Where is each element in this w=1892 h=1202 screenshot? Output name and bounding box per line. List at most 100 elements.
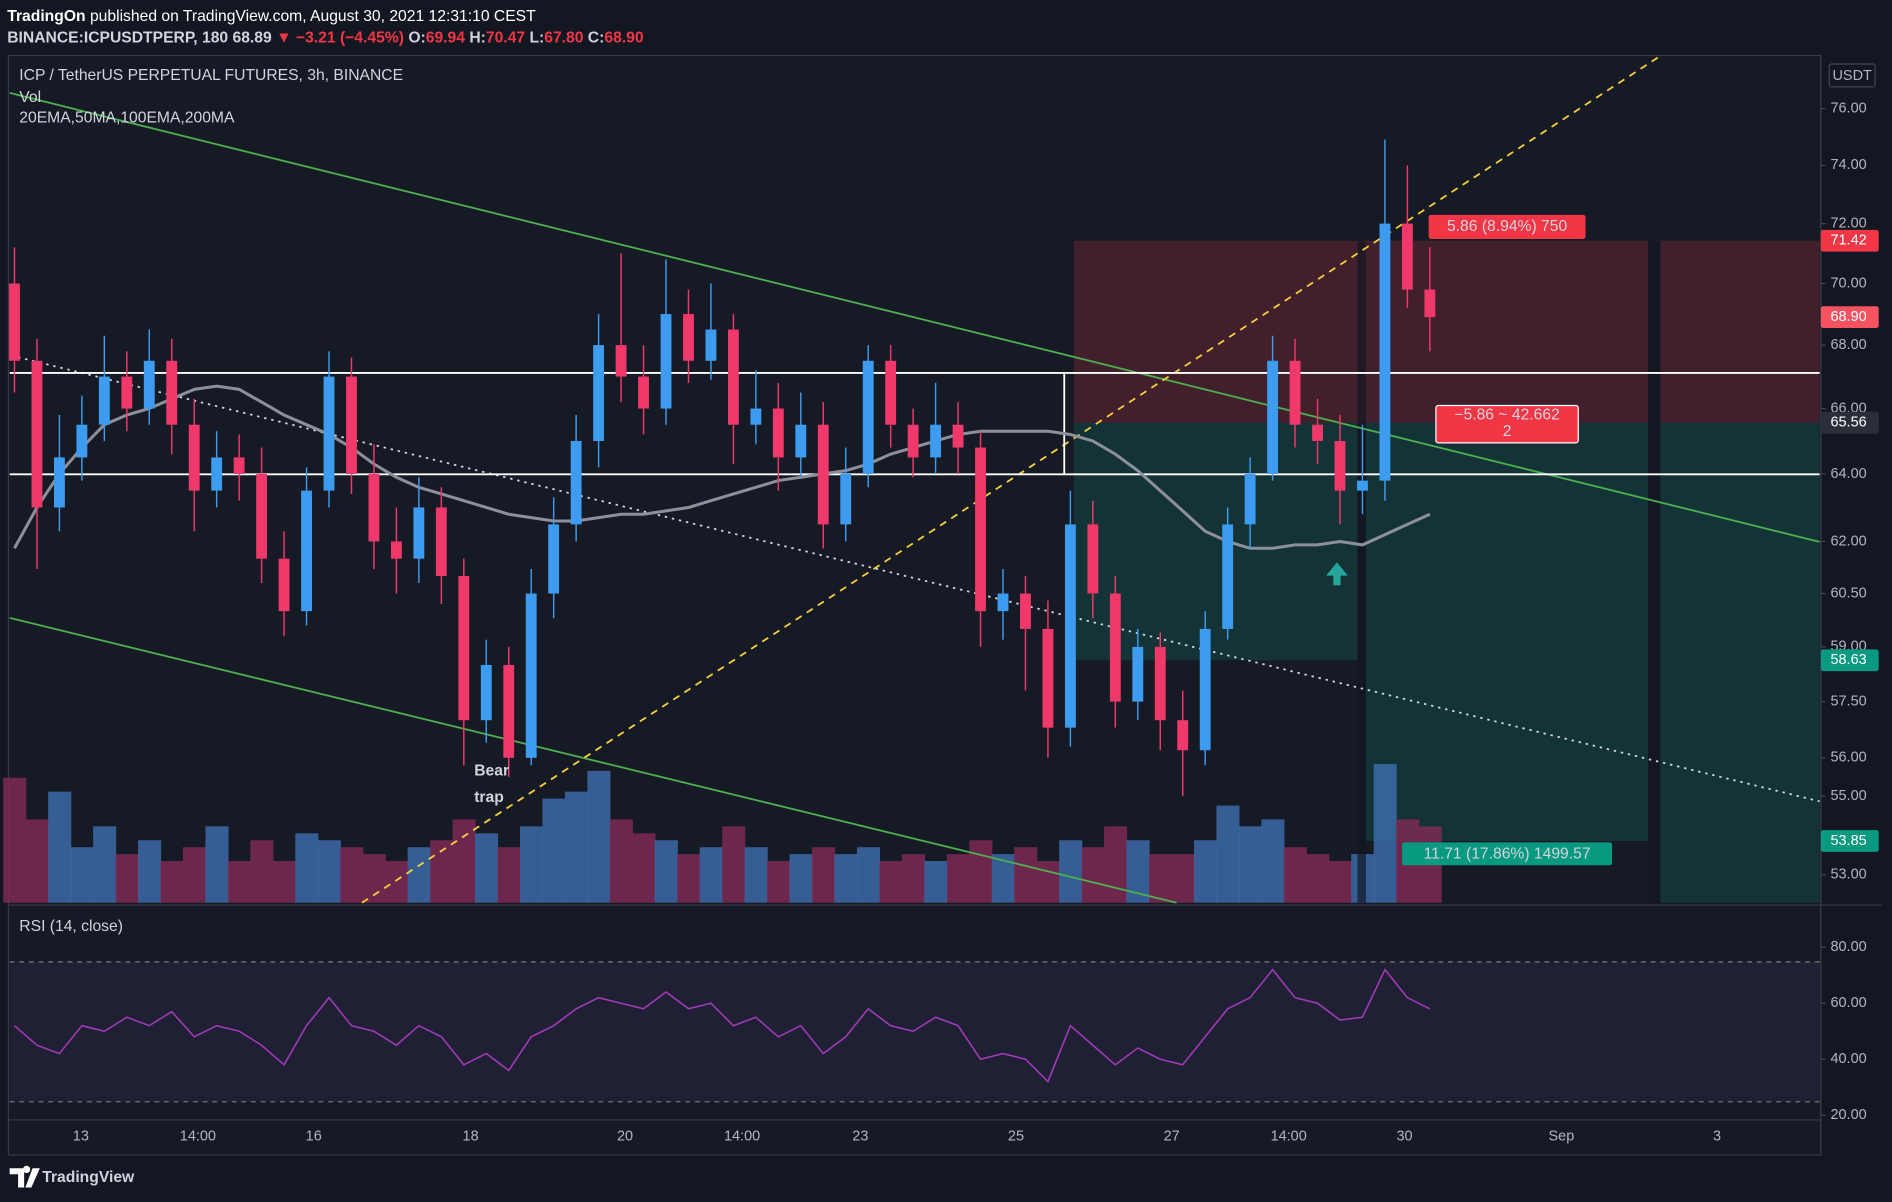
published: published on TradingView.com, August 30,…	[86, 8, 537, 25]
candle-body	[817, 424, 829, 525]
volume-bar	[295, 833, 319, 903]
position-zone	[1365, 422, 1649, 842]
ohlc-l: L:	[529, 30, 544, 47]
candle-body	[211, 457, 223, 491]
candle-body	[930, 424, 942, 458]
candle-body	[705, 329, 717, 361]
volume-bar	[946, 854, 970, 903]
volume-bar	[385, 861, 409, 903]
y-tick-label: 53.00	[1830, 867, 1866, 883]
chart-title: ICP / TetherUS PERPETUAL FUTURES, 3h, BI…	[19, 67, 403, 84]
candle-body	[256, 473, 268, 559]
volume-bar	[1261, 819, 1285, 903]
candle-body	[346, 376, 357, 474]
drawings	[9, 55, 1820, 904]
x-tick-label: 30	[1396, 1129, 1412, 1145]
volume-bar	[340, 847, 364, 903]
candle-body	[435, 507, 447, 577]
candle-body	[458, 576, 470, 721]
bear-trap: trap	[474, 789, 504, 806]
y-tick-label: 68.00	[1830, 337, 1866, 353]
volume-bar	[1104, 826, 1128, 903]
volume-bar	[901, 854, 925, 903]
y-tick-label: 62.00	[1830, 533, 1866, 549]
ma-line	[13, 384, 1431, 550]
candle-body	[503, 664, 515, 758]
x-tick-label: 18	[463, 1129, 479, 1145]
x-tick-label: 3	[1713, 1129, 1721, 1145]
position-zone	[1660, 422, 1820, 903]
x-tick-label: 27	[1164, 1129, 1180, 1145]
rsi-tick-label: 80.00	[1830, 939, 1866, 955]
rsi-tick-label: 60.00	[1830, 995, 1866, 1011]
volume-bar	[48, 791, 72, 903]
volume-bar	[1306, 854, 1330, 903]
risk-label: 5.86 (8.94%) 750	[1447, 218, 1568, 235]
volume-bar	[1081, 847, 1105, 903]
position-zone	[1073, 422, 1358, 661]
candle-body	[997, 593, 1009, 612]
unit-box	[1828, 63, 1876, 88]
candle-body	[1087, 524, 1099, 594]
volume-bar	[1171, 854, 1195, 903]
candle-body	[31, 360, 43, 508]
ohlc-l-value: 67.80	[544, 30, 583, 47]
candle-body	[1042, 628, 1054, 728]
ohlc-h: H:	[469, 30, 486, 47]
risk-box	[1428, 214, 1586, 239]
x-tick-label: 13	[73, 1129, 89, 1145]
candle-body	[1267, 360, 1279, 474]
candle-body	[98, 376, 110, 425]
y-tick-label: 76.00	[1830, 100, 1866, 116]
publish-line: TradingOn published on TradingView.com, …	[7, 8, 536, 25]
volume-bar	[362, 854, 386, 903]
candle-body	[1312, 424, 1323, 442]
author: TradingOn	[7, 8, 85, 25]
candle-body	[1357, 480, 1368, 491]
x-tick-label: 25	[1008, 1129, 1024, 1145]
rsi-tick-label: 20.00	[1830, 1107, 1866, 1123]
arrow-up	[1326, 562, 1348, 586]
candle-body	[548, 524, 560, 594]
volume-bar	[564, 791, 588, 903]
zone-gap	[1357, 241, 1366, 903]
volume-bar	[677, 854, 701, 903]
candle-body	[1244, 473, 1256, 525]
volume-bar	[407, 847, 431, 903]
x-tick-label: 14:00	[180, 1129, 216, 1145]
volume-bar	[475, 833, 499, 903]
price-label: 58.63	[1830, 652, 1866, 668]
rsi-tick-label: 40.00	[1830, 1051, 1866, 1067]
volume-bar	[452, 819, 476, 903]
x-tick-label: 14:00	[1271, 1129, 1307, 1145]
ohlc-h-value: 70.47	[486, 30, 525, 47]
candle-body	[1222, 524, 1234, 629]
ohlc-c: C:	[588, 30, 605, 47]
y-tick-label: 57.50	[1830, 693, 1866, 709]
candle-body	[1379, 223, 1391, 481]
support-line	[361, 55, 1660, 904]
candle-body	[907, 424, 919, 458]
y-tick-label: 70.00	[1830, 275, 1866, 291]
candle-body	[1109, 593, 1121, 702]
candle-body	[772, 408, 784, 458]
volume-bar	[1373, 763, 1397, 903]
channel-upper	[9, 92, 1820, 543]
candle-body	[727, 329, 739, 425]
volume-bar	[317, 840, 341, 903]
candle-body	[121, 376, 133, 409]
candle-body	[166, 360, 178, 425]
position-zone	[1660, 240, 1820, 423]
candle-body	[323, 376, 335, 491]
volume-bar	[632, 833, 656, 903]
candle-body	[615, 345, 627, 377]
bear-trap: Bear	[474, 762, 509, 779]
volume-bar	[272, 861, 296, 903]
candle-body	[750, 408, 762, 425]
x-tick-label: 20	[617, 1129, 633, 1145]
price-label-box	[1820, 229, 1879, 252]
candle-body	[1064, 524, 1076, 728]
volume-bar	[1193, 840, 1218, 903]
volume-bar	[1328, 861, 1352, 903]
symbol-line: BINANCE:ICPUSDTPERP, 180 68.89 ▼ −3.21 (…	[7, 30, 644, 47]
